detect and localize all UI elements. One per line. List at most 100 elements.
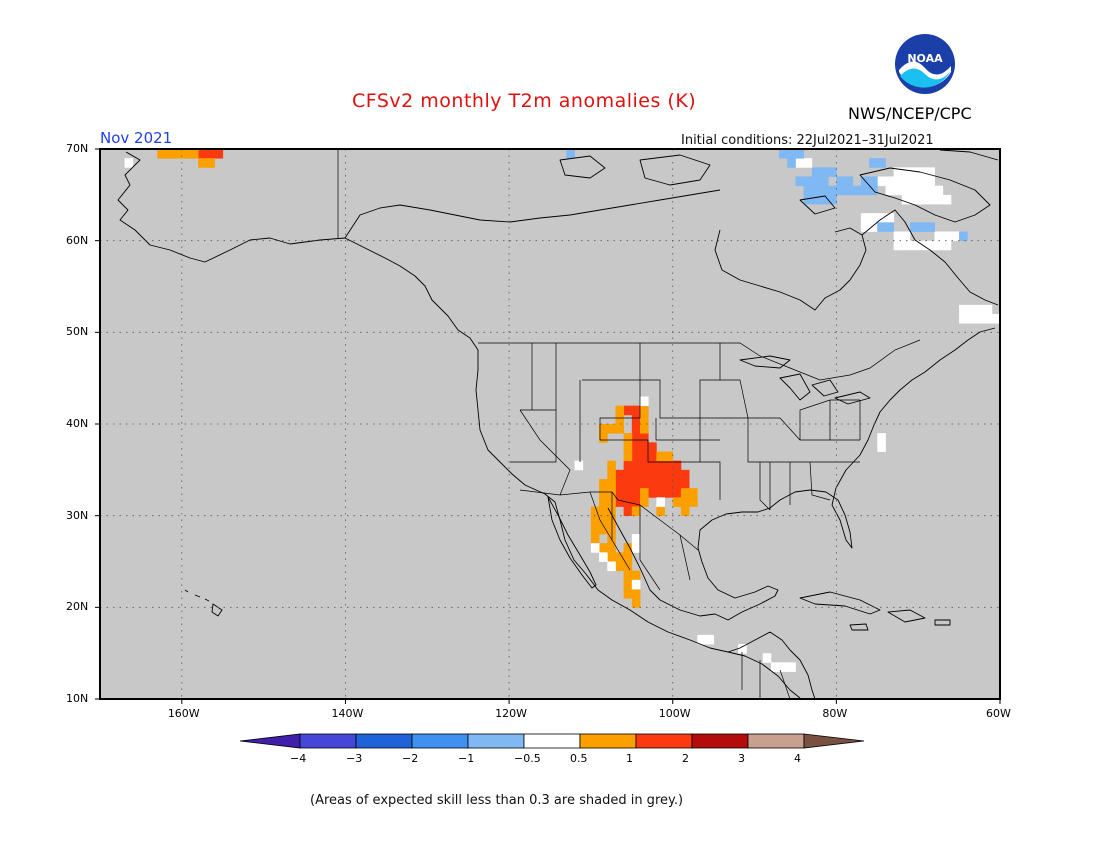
anomaly-cell <box>689 488 698 498</box>
anomaly-cell <box>844 176 854 187</box>
anomaly-cell <box>623 460 633 471</box>
anomaly-cell <box>631 570 641 581</box>
anomaly-cell <box>190 149 199 159</box>
anomaly-cell <box>770 662 780 672</box>
anomaly-cell <box>934 231 944 242</box>
anomaly-cell <box>590 543 600 553</box>
anomaly-cell <box>942 231 952 242</box>
anomaly-cell <box>640 424 649 434</box>
anomaly-cell <box>664 460 674 471</box>
initial-conditions: Initial conditions: 22Jul2021–31Jul2021 <box>681 133 934 148</box>
island-jamaica <box>849 623 869 631</box>
anomaly-cell <box>623 570 633 581</box>
anomaly-cell <box>599 515 608 526</box>
anomaly-cell <box>877 176 886 187</box>
anomaly-cell <box>975 304 985 315</box>
colorbar-swatch <box>355 733 413 749</box>
anomaly-cell <box>574 460 584 471</box>
colorbar-label: 4 <box>794 752 801 765</box>
anomaly-cell <box>926 185 935 196</box>
island-greenland-edge <box>939 149 999 161</box>
lon-label: 160W <box>167 707 200 720</box>
anomaly-cell <box>762 653 772 663</box>
anomaly-cell <box>811 167 821 177</box>
colorbar-swatch <box>579 733 637 749</box>
skill-footnote: (Areas of expected skill less than 0.3 a… <box>310 793 684 808</box>
anomaly-cell <box>631 414 641 425</box>
anomaly-cell <box>918 176 927 187</box>
anomaly-cell <box>173 149 183 159</box>
anomaly-cell <box>680 469 690 480</box>
anomaly-cell <box>877 433 886 443</box>
anomaly-cell <box>926 240 935 251</box>
colorbar-label: 2 <box>682 752 689 765</box>
anomaly-cell <box>803 185 813 196</box>
anomaly-cell <box>599 543 608 553</box>
anomaly-cell <box>198 158 207 168</box>
colorbar-swatch <box>239 733 301 749</box>
anomaly-cell <box>607 469 616 480</box>
anomaly-cell <box>631 598 641 608</box>
anomaly-cell <box>631 460 641 471</box>
lat-label: 60N <box>66 233 89 247</box>
anomaly-cell <box>631 479 641 489</box>
anomaly-cell <box>640 460 649 471</box>
anomaly-cell <box>885 213 895 223</box>
colorbar-label: −2 <box>402 752 419 765</box>
anomaly-cell <box>901 176 911 187</box>
anomaly-cell <box>893 231 903 242</box>
anomaly-cell <box>910 185 919 196</box>
anomaly-cell <box>607 479 616 489</box>
anomaly-cell <box>901 194 911 205</box>
anomaly-cell <box>623 405 633 416</box>
anomaly-cell <box>893 176 903 187</box>
anomaly-cell <box>869 222 878 232</box>
anomaly-cell <box>787 158 796 168</box>
anomaly-cell <box>680 479 690 489</box>
anomaly-cell <box>893 185 903 196</box>
anomaly-cell <box>950 231 960 242</box>
anomaly-cell <box>640 488 649 498</box>
island-cuba <box>799 591 881 615</box>
anomaly-cell <box>623 433 633 443</box>
anomaly-cell <box>648 479 657 489</box>
anomaly-cell <box>607 552 616 562</box>
island-puerto-rico <box>934 619 951 626</box>
anomaly-cell <box>967 314 976 324</box>
anomaly-cell <box>803 158 813 168</box>
lat-label: 20N <box>66 600 89 614</box>
anomaly-cell <box>656 488 665 498</box>
anomaly-cell <box>631 543 641 553</box>
anomaly-cell <box>615 479 625 489</box>
anomaly-cell <box>206 158 215 168</box>
anomaly-cell <box>836 176 845 187</box>
anomaly-cell <box>934 240 944 251</box>
anomaly-cell <box>877 158 886 168</box>
anomaly-cell <box>157 149 166 159</box>
anomaly-cell <box>942 194 952 205</box>
anomaly-cell <box>631 589 641 599</box>
anomaly-cell <box>607 424 616 434</box>
border-us-canada <box>478 339 921 381</box>
anomaly-cell <box>811 176 821 187</box>
anomaly-cell <box>918 185 927 196</box>
anomaly-cell <box>869 158 878 168</box>
colorbar-swatch <box>635 733 693 749</box>
anomaly-cell <box>828 194 837 205</box>
colorbar-label: −0.5 <box>514 752 541 765</box>
anomaly-cell <box>615 497 625 507</box>
borders-central-america <box>741 652 791 700</box>
island-southampton <box>799 195 836 215</box>
anomaly-cell <box>623 589 633 599</box>
colorbar-swatch <box>747 733 805 749</box>
anomaly-cell <box>615 405 625 416</box>
lon-label: 60W <box>986 707 1011 720</box>
anomaly-cell <box>680 497 690 507</box>
lat-label: 70N <box>66 142 89 155</box>
anomaly-cell <box>599 497 608 507</box>
anomaly-cell <box>680 506 690 517</box>
anomaly-cell <box>672 497 682 507</box>
coastline-baja <box>547 496 597 589</box>
coastline-central-america <box>727 631 816 700</box>
island-baffin <box>859 167 991 223</box>
